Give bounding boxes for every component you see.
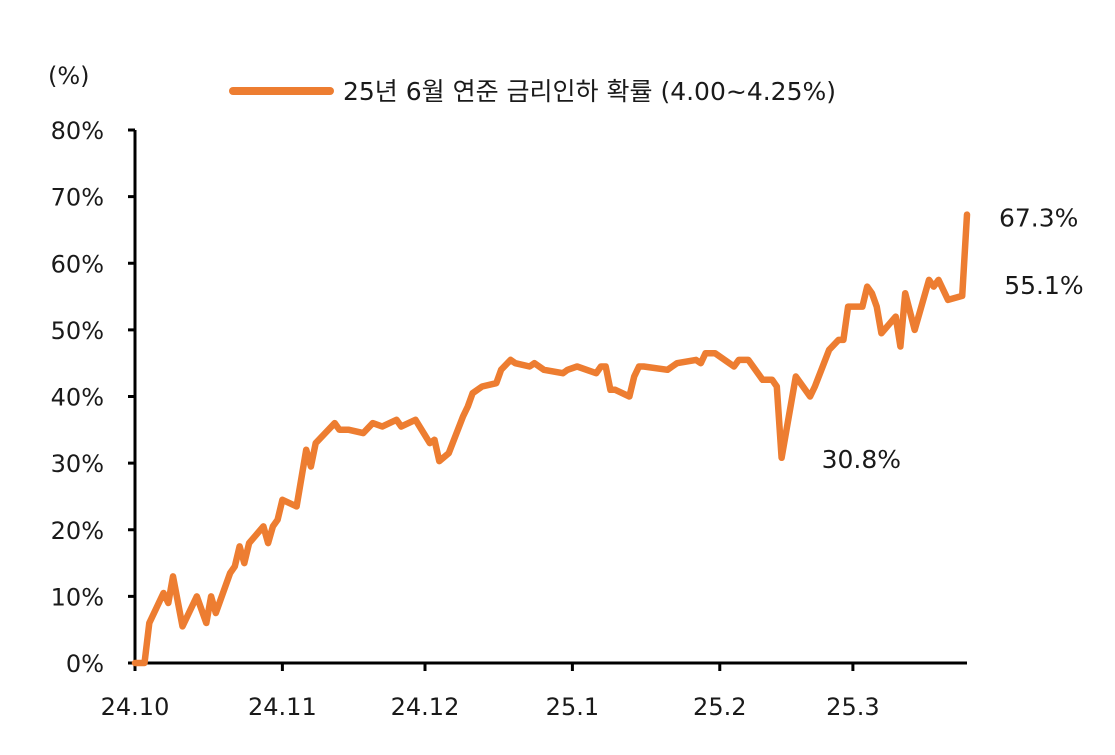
x-tick-label: 25.3 (826, 693, 879, 721)
y-tick-label: 30% (51, 450, 104, 478)
series-line-0 (131, 211, 971, 667)
legend-label: 25년 6월 연준 금리인하 확률 (4.00~4.25%) (343, 77, 836, 106)
x-tick-label: 24.12 (391, 693, 460, 721)
annotations: 67.3% 55.1% 30.8% (822, 204, 1084, 474)
y-tick-label: 10% (51, 583, 104, 611)
series-layer (131, 211, 971, 667)
x-tick-label: 25.2 (693, 693, 746, 721)
y-axis-unit-label: (%) (48, 62, 90, 90)
y-tick-label: 60% (51, 250, 104, 278)
y-tick-label: 0% (66, 650, 104, 678)
data-label-2: 30.8% (822, 445, 901, 474)
x-tick-label: 24.10 (101, 693, 170, 721)
y-axis: 0% 10% 20% 30% 40% 50% 60% 70% 80% (51, 117, 137, 678)
y-tick-label: 40% (51, 384, 104, 412)
y-tick-label: 80% (51, 117, 104, 145)
data-label-0: 67.3% (999, 204, 1078, 233)
x-tick-label: 24.11 (248, 693, 317, 721)
y-tick-label: 50% (51, 317, 104, 345)
data-label-1: 55.1% (1004, 271, 1083, 300)
y-tick-label: 20% (51, 517, 104, 545)
x-axis: 24.10 24.11 24.12 25.1 25.2 25.3 (101, 661, 967, 721)
x-tick-label: 25.1 (546, 693, 599, 721)
y-tick-label: 70% (51, 184, 104, 212)
legend: 25년 6월 연준 금리인하 확률 (4.00~4.25%) (229, 77, 836, 106)
